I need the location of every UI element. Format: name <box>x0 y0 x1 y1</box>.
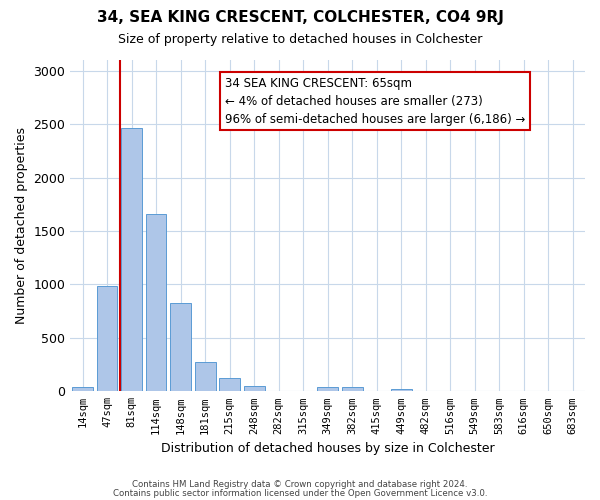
Bar <box>391 389 412 392</box>
Bar <box>170 302 191 392</box>
Bar <box>219 378 240 392</box>
Bar <box>244 386 265 392</box>
Bar <box>146 214 166 392</box>
Text: Contains HM Land Registry data © Crown copyright and database right 2024.: Contains HM Land Registry data © Crown c… <box>132 480 468 489</box>
Bar <box>342 387 362 392</box>
Bar <box>317 387 338 392</box>
X-axis label: Distribution of detached houses by size in Colchester: Distribution of detached houses by size … <box>161 442 494 455</box>
Text: 34, SEA KING CRESCENT, COLCHESTER, CO4 9RJ: 34, SEA KING CRESCENT, COLCHESTER, CO4 9… <box>97 10 503 25</box>
Bar <box>72 387 93 392</box>
Y-axis label: Number of detached properties: Number of detached properties <box>15 127 28 324</box>
Text: 34 SEA KING CRESCENT: 65sqm
← 4% of detached houses are smaller (273)
96% of sem: 34 SEA KING CRESCENT: 65sqm ← 4% of deta… <box>225 76 525 126</box>
Text: Contains public sector information licensed under the Open Government Licence v3: Contains public sector information licen… <box>113 488 487 498</box>
Bar <box>121 128 142 392</box>
Text: Size of property relative to detached houses in Colchester: Size of property relative to detached ho… <box>118 32 482 46</box>
Bar <box>97 286 118 392</box>
Bar <box>194 362 215 392</box>
